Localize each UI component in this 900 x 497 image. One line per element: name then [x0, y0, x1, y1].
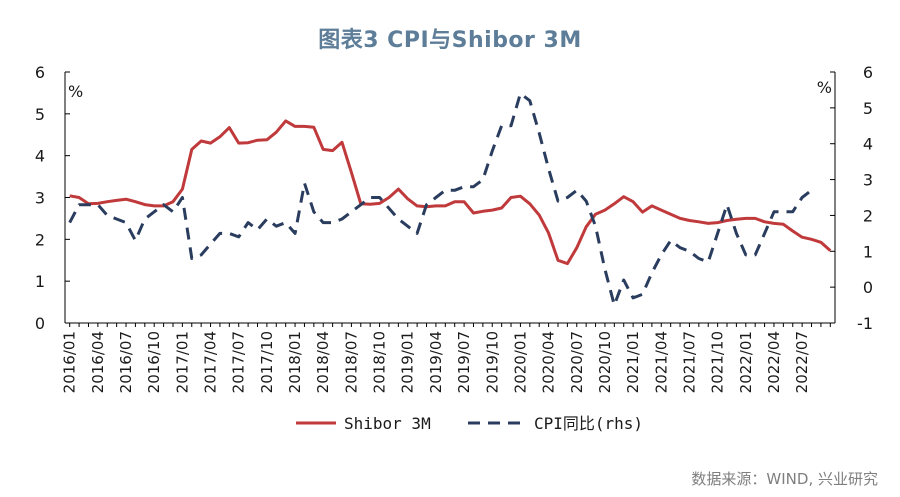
- x-tick-label: 2021/10: [709, 331, 727, 393]
- series-layer: [68, 92, 832, 307]
- x-tick-label: 2017/10: [258, 331, 276, 393]
- left-y-tick-label: 3: [35, 189, 45, 208]
- axes-layer: 0 1 2 3 4 5 6 -1 0 1 2 3 4 5 6% % 2016/01 2016/04 2016/07 2…: [35, 63, 873, 393]
- left-y-tick-label: 4: [35, 147, 45, 166]
- x-tick-label: 2018/10: [371, 331, 389, 393]
- right-y-tick-label: 6: [863, 63, 873, 82]
- x-tick-label: 2021/04: [652, 331, 670, 393]
- x-tick-label: 2019/01: [399, 331, 417, 393]
- x-tick-label: 2019/10: [483, 331, 501, 393]
- left-axis-unit: %: [68, 82, 83, 101]
- series-line-shibor: [69, 119, 832, 266]
- x-tick-label: 2021/07: [680, 331, 698, 393]
- x-tick-label: 2018/04: [314, 331, 332, 393]
- right-y-tick-label: 4: [863, 135, 873, 154]
- left-y-tick-label: 5: [35, 105, 45, 124]
- chart-title: 图表3 CPI与Shibor 3M: [318, 28, 582, 53]
- series-line-cpi: [68, 92, 813, 307]
- left-y-tick-label: 2: [35, 230, 45, 249]
- right-y-tick-label: 2: [863, 206, 873, 225]
- x-tick-label: 2019/07: [455, 331, 473, 393]
- left-y-tick-label: 0: [35, 314, 45, 333]
- x-tick-label: 2020/04: [540, 331, 558, 393]
- right-y-tick-label: -1: [857, 314, 873, 333]
- x-tick-label: 2022/07: [793, 331, 811, 393]
- right-y-tick-label: 0: [863, 278, 873, 297]
- x-tick-label: 2016/07: [117, 331, 135, 393]
- right-axis-unit: %: [817, 78, 832, 97]
- x-tick-label: 2021/01: [624, 331, 642, 393]
- left-y-tick-label: 6: [35, 63, 45, 82]
- legend: Shibor 3M CPI同比(rhs): [296, 414, 643, 433]
- x-tick-label: 2016/04: [89, 331, 107, 393]
- x-tick-label: 2018/07: [342, 331, 360, 393]
- legend-label-shibor: Shibor 3M: [344, 414, 431, 433]
- source-note: 数据来源：WIND, 兴业研究: [691, 470, 878, 488]
- x-tick-label: 2017/07: [230, 331, 248, 393]
- left-y-tick-label: 1: [35, 272, 45, 291]
- x-tick-label: 2020/07: [568, 331, 586, 393]
- legend-label-cpi: CPI同比(rhs): [534, 414, 643, 433]
- right-y-tick-label: 3: [863, 171, 873, 190]
- x-tick-label: 2020/10: [596, 331, 614, 393]
- x-tick-label: 2017/01: [173, 331, 191, 393]
- x-tick-label: 2022/01: [737, 331, 755, 393]
- x-tick-label: 2017/04: [202, 331, 220, 393]
- right-y-tick-label: 5: [863, 99, 873, 118]
- x-tick-label: 2022/04: [765, 331, 783, 393]
- x-tick-label: 2019/04: [427, 331, 445, 393]
- right-y-tick-label: 1: [863, 242, 873, 261]
- x-tick-label: 2018/01: [286, 331, 304, 393]
- x-tick-label: 2020/01: [511, 331, 529, 393]
- x-tick-label: 2016/10: [145, 331, 163, 393]
- x-tick-label: 2016/01: [61, 331, 79, 393]
